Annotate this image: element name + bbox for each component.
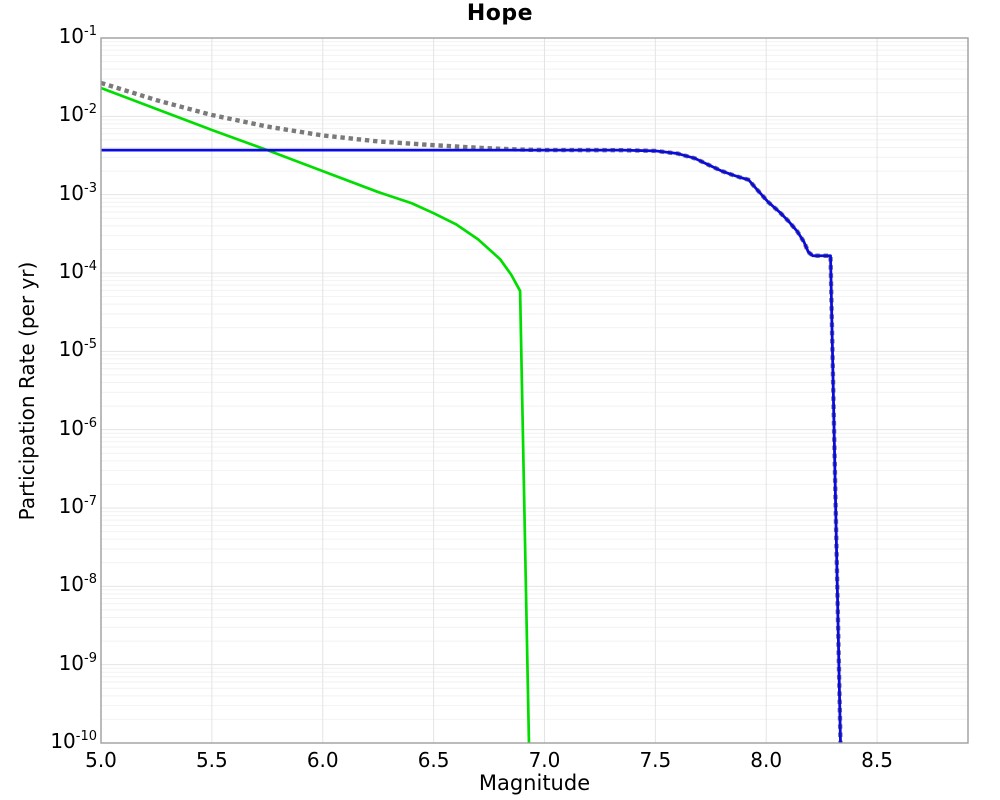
y-tick-label: 10-7 [35, 494, 97, 518]
y-tick-base: 10 [58, 415, 85, 440]
y-tick-exponent: -5 [84, 337, 97, 353]
y-tick-exponent: -7 [84, 494, 97, 509]
y-tick-exponent: -8 [84, 572, 97, 588]
x-tick-label: 6.5 [417, 748, 450, 772]
y-tick-base: 10 [58, 494, 85, 518]
y-tick-label: 10-8 [35, 572, 97, 596]
y-tick-label: 10-2 [35, 102, 97, 126]
x-axis-label: Magnitude [478, 771, 591, 795]
series-rate_blue [101, 148, 842, 744]
plot-frame [100, 37, 969, 744]
gridlines [101, 38, 968, 743]
y-tick-label: 10-5 [35, 337, 97, 361]
y-tick-label: 10-3 [35, 181, 97, 205]
x-tick-label: 7.0 [528, 748, 561, 772]
y-tick-exponent: -4 [84, 259, 97, 274]
x-tick-label: 7.5 [639, 748, 672, 772]
y-tick-base: 10 [58, 259, 85, 283]
y-tick-label: 10-10 [35, 729, 97, 753]
x-tick-label: 6.0 [306, 748, 339, 772]
y-tick-base: 10 [58, 572, 85, 597]
y-tick-exponent: -2 [84, 102, 97, 118]
y-tick-exponent: -3 [84, 180, 97, 196]
series-rate_green [100, 86, 531, 744]
y-tick-base: 10 [58, 24, 85, 48]
y-tick-base: 10 [58, 180, 85, 205]
chart-title: Hope [466, 1, 534, 26]
x-tick-label: 5.5 [195, 748, 228, 772]
y-tick-base: 10 [58, 650, 85, 675]
y-tick-base: 10 [58, 337, 85, 362]
y-tick-exponent: -10 [75, 729, 97, 744]
x-tick-label: 8.5 [861, 748, 893, 772]
y-tick-exponent: -1 [84, 24, 97, 39]
y-axis-label: Participation Rate (per yr) [15, 261, 39, 521]
y-tick-label: 10-4 [35, 259, 97, 283]
y-tick-label: 10-6 [35, 416, 97, 440]
x-tick-label: 5.0 [85, 748, 117, 772]
y-tick-exponent: -6 [84, 415, 97, 431]
y-tick-label: 10-9 [35, 651, 97, 675]
y-tick-base: 10 [50, 729, 76, 753]
y-tick-label: 10-1 [35, 24, 97, 48]
y-tick-exponent: -9 [84, 650, 97, 666]
series-group [100, 80, 843, 744]
y-tick-base: 10 [58, 102, 85, 127]
x-tick-label: 8.0 [750, 748, 783, 772]
